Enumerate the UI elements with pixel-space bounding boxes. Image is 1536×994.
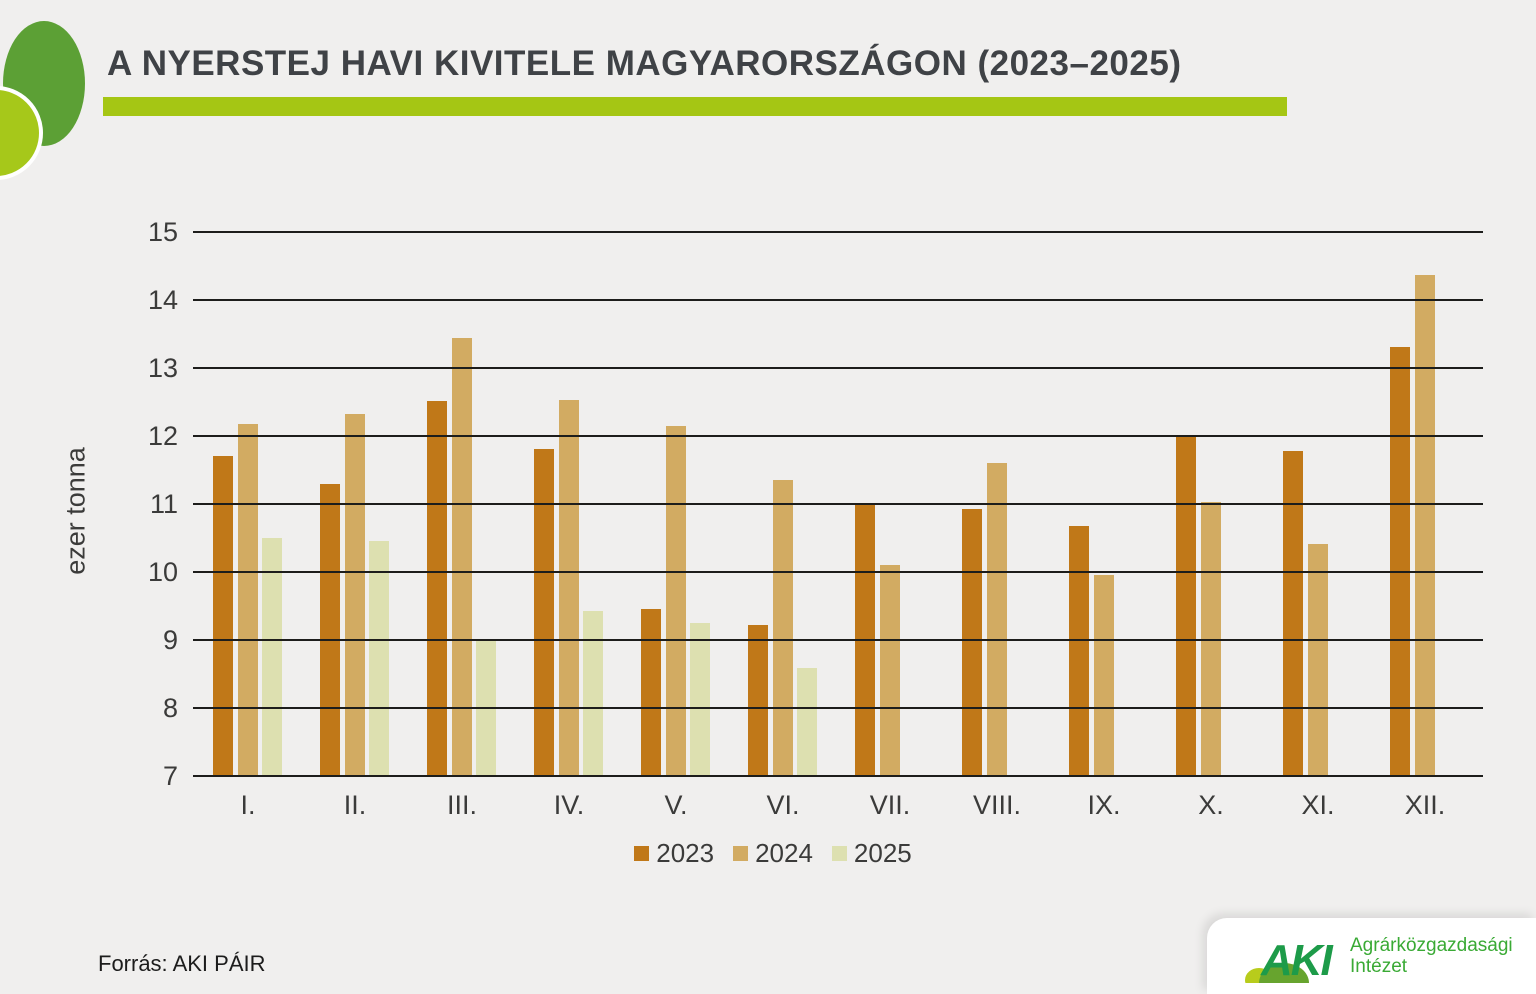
bar-2025-VI: [797, 668, 817, 776]
gridline-14: [193, 299, 1483, 301]
y-tick-label-8: 8: [162, 693, 178, 723]
y-tick-label-11: 11: [149, 489, 178, 519]
y-tick-label-10: 10: [147, 557, 178, 587]
legend-item-2023: 2023: [634, 838, 714, 869]
bar-2023-III: [427, 401, 447, 776]
chart-legend: 2023 2024 2025: [193, 838, 1353, 868]
x-tick-label-I: I.: [240, 790, 256, 820]
bar-2024-XI: [1308, 544, 1328, 776]
bar-2023-X: [1176, 435, 1196, 776]
gridline-13: [193, 367, 1483, 369]
bar-2023-V: [641, 609, 661, 776]
logo-text-line2: Intézet: [1350, 956, 1408, 977]
legend-label-2025: 2025: [853, 837, 912, 868]
legend-swatch-2025: [831, 845, 847, 861]
bar-2025-V: [690, 623, 710, 776]
legend-item-2024: 2024: [733, 838, 813, 869]
x-tick-label-VIII: VIII.: [972, 790, 1021, 820]
aki-logo-icon: AKI: [1245, 936, 1336, 983]
logo-text-line1: Agrárközgazdasági: [1350, 935, 1513, 956]
x-tick-label-VI: VI.: [766, 790, 800, 820]
page-title: A NYERSTEJ HAVI KIVITELE MAGYARORSZÁGON …: [107, 44, 1182, 83]
bar-2023-I: [213, 456, 233, 776]
bar-2024-I: [238, 424, 258, 776]
x-tick-label-XI: XI.: [1301, 790, 1335, 820]
bar-2024-IX: [1094, 575, 1114, 776]
bar-2023-XI: [1283, 451, 1303, 776]
x-tick-label-II: II.: [343, 790, 367, 820]
bar-2025-II: [369, 541, 389, 776]
y-tick-label-9: 9: [162, 625, 178, 655]
bar-2024-VIII: [987, 463, 1007, 776]
bar-2023-IV: [534, 449, 554, 776]
bar-2023-IX: [1069, 526, 1089, 776]
x-tick-label-IV: IV.: [553, 790, 585, 820]
bar-2024-V: [666, 426, 686, 776]
legend-swatch-2024: [733, 845, 749, 861]
x-tick-label-X: X.: [1198, 790, 1224, 820]
x-tick-label-IX: IX.: [1087, 790, 1121, 820]
y-tick-label-14: 14: [147, 285, 178, 315]
source-note: Forrás: AKI PÁIR: [98, 951, 266, 976]
legend-item-2025: 2025: [831, 837, 912, 869]
bar-2024-XII: [1415, 275, 1435, 776]
bar-2024-VII: [880, 565, 900, 776]
x-tick-label-III: III.: [446, 790, 477, 820]
bar-2025-IV: [583, 611, 603, 776]
gridline-7: [193, 775, 1483, 777]
logo-text: Agrárközgazdasági Intézet: [1350, 935, 1513, 977]
gridline-11: [193, 503, 1483, 505]
bar-2023-XII: [1390, 347, 1410, 776]
y-tick-label-13: 13: [147, 353, 178, 383]
y-axis-title: ezer tonna: [60, 447, 91, 575]
x-tick-label-XII: XII.: [1404, 790, 1446, 820]
bar-2024-IV: [559, 400, 579, 776]
bar-2024-III: [452, 338, 472, 776]
bar-2023-VI: [748, 625, 768, 776]
gridline-15: [193, 231, 1483, 233]
title-accent-bar: [103, 97, 1287, 116]
y-tick-label-15: 15: [147, 217, 178, 247]
y-tick-label-12: 12: [147, 421, 178, 451]
logo-mark-text: AKI: [1260, 936, 1334, 983]
logo-hill-right: [1259, 963, 1309, 983]
gridline-8: [193, 707, 1483, 709]
bar-2023-VIII: [962, 509, 982, 776]
bar-2025-I: [262, 538, 282, 776]
bar-2023-II: [320, 484, 340, 776]
gridline-12: [193, 435, 1483, 437]
y-tick-label-7: 7: [162, 761, 178, 791]
bar-2024-VI: [773, 480, 793, 776]
legend-swatch-2023: [634, 845, 650, 861]
gridline-9: [193, 639, 1483, 641]
gridline-10: [193, 571, 1483, 573]
legend-label-2023: 2023: [656, 837, 715, 868]
bar-2024-II: [345, 414, 365, 776]
x-tick-label-VII: VII.: [869, 790, 911, 820]
legend-label-2024: 2024: [755, 837, 813, 868]
logo-card: AKI Agrárközgazdasági Intézet: [1207, 918, 1536, 994]
x-tick-label-V: V.: [664, 790, 688, 820]
